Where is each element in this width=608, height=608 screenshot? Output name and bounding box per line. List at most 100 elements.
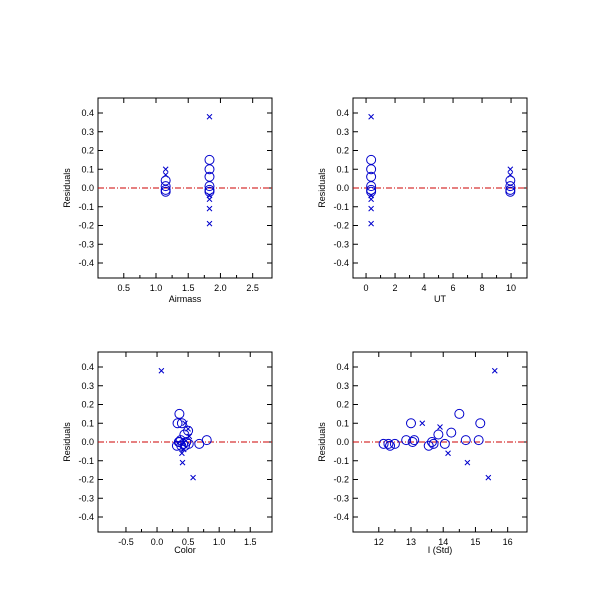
- y-tick-label: 0.3: [81, 127, 94, 137]
- x-tick-label: 0.0: [151, 537, 164, 547]
- data-point-circle: [409, 435, 420, 446]
- y-tick-label: -0.1: [333, 202, 349, 212]
- y-tick-label: 0.3: [336, 127, 349, 137]
- data-point-circle: [179, 429, 190, 440]
- data-point-circle: [428, 438, 439, 449]
- data-point-circle: [475, 418, 486, 429]
- y-tick-label: 0.1: [81, 418, 94, 428]
- data-point-circle: [204, 186, 215, 197]
- data-point-cross: [206, 205, 213, 212]
- data-point-cross: [162, 172, 169, 178]
- data-point-circle: [383, 438, 394, 449]
- data-point-cross: [437, 424, 443, 430]
- plot-panel-istd: 12 13 14 15 16 -0.4 -0.3 -0.2 -0.1 0.0 0.1 0.2 0.3 0.…: [317, 351, 528, 555]
- data-point-cross: [179, 459, 186, 466]
- x-axis-label: Color: [174, 545, 196, 555]
- y-tick-label: -0.3: [333, 493, 349, 503]
- data-point-circle: [366, 186, 377, 197]
- data-point-circle: [204, 181, 215, 192]
- y-tick-label: -0.4: [78, 512, 94, 522]
- x-tick-label: 0.5: [118, 283, 131, 293]
- data-point-cross: [190, 474, 196, 481]
- y-axis-label: Residuals: [317, 422, 327, 462]
- y-tick-label: -0.4: [333, 258, 349, 268]
- y-tick-label: -0.2: [78, 475, 94, 485]
- x-tick-label: 1.0: [150, 283, 163, 293]
- plot-panel-airmass: 0.5 1.0 1.5 2.0 2.5 -0.4 -0.3 -0.2 -0.1 0.0 0.1 0.2…: [62, 97, 273, 304]
- y-tick-label: -0.1: [78, 202, 94, 212]
- data-point-circle: [423, 440, 434, 451]
- y-tick-label: -0.2: [333, 475, 349, 485]
- data-point-circle: [389, 438, 400, 449]
- data-point-circle: [366, 181, 377, 192]
- x-tick-label: 2.5: [246, 283, 259, 293]
- y-tick-label: 0.4: [336, 108, 349, 118]
- data-point-circle: [176, 418, 187, 429]
- data-point-cross: [491, 367, 498, 374]
- y-axis-label: Residuals: [62, 168, 72, 208]
- data-point-cross: [206, 220, 213, 227]
- y-axis-label: Residuals: [62, 422, 72, 462]
- x-tick-label: 0: [364, 283, 369, 293]
- data-point-circle: [460, 435, 471, 446]
- x-tick-label: 10: [506, 283, 516, 293]
- x-tick-label: 8: [480, 283, 485, 293]
- x-tick-label: 13: [406, 537, 416, 547]
- y-tick-label: -0.4: [333, 512, 349, 522]
- data-point-circle: [174, 408, 185, 419]
- y-tick-label: 0.3: [81, 381, 94, 391]
- y-tick-label: -0.2: [333, 221, 349, 231]
- y-tick-label: -0.3: [333, 239, 349, 249]
- x-axis-label: Airmass: [169, 294, 202, 304]
- data-point-circle: [426, 437, 437, 447]
- y-tick-label: 0.2: [336, 146, 349, 156]
- data-point-circle: [473, 435, 484, 446]
- data-point-cross: [485, 474, 492, 481]
- y-tick-label: -0.3: [78, 239, 94, 249]
- data-point-cross: [419, 420, 426, 427]
- data-point-circle: [406, 418, 416, 429]
- y-tick-label: 0.0: [336, 437, 349, 447]
- data-point-circle: [446, 427, 457, 438]
- y-tick-label: 0.2: [81, 400, 94, 410]
- data-point-cross: [162, 166, 169, 173]
- y-tick-label: 0.1: [81, 164, 94, 174]
- data-point-cross: [445, 450, 451, 457]
- data-point-circle: [401, 435, 412, 446]
- data-point-cross: [368, 220, 374, 227]
- data-point-cross: [368, 113, 374, 120]
- data-point-circle: [160, 181, 171, 192]
- data-point-circle: [433, 429, 444, 440]
- data-point-circle: [454, 408, 465, 419]
- y-tick-label: 0.3: [336, 381, 349, 391]
- x-tick-label: 12: [374, 537, 384, 547]
- y-tick-label: -0.2: [78, 221, 94, 231]
- y-tick-label: 0.2: [81, 146, 94, 156]
- data-point-cross: [464, 459, 471, 466]
- data-point-cross: [179, 450, 185, 457]
- data-point-cross: [182, 420, 188, 427]
- x-tick-label: 2.0: [214, 283, 227, 293]
- data-point-cross: [206, 113, 213, 120]
- data-point-cross: [206, 196, 213, 203]
- x-tick-label: 1.5: [182, 283, 195, 293]
- y-tick-label: 0.4: [336, 362, 349, 372]
- data-point-circle: [204, 154, 215, 165]
- data-point-cross: [158, 367, 165, 374]
- y-tick-label: 0.4: [81, 108, 94, 118]
- data-point-cross: [368, 196, 374, 203]
- plot-panel-ut: 0 2 4 6 8 10 -0.4 -0.3 -0.2 -0.1 0.0 0.1 0.2 0.3 0.4 UT…: [317, 97, 528, 304]
- data-point-cross: [180, 446, 187, 453]
- plot-panel-color: -0.5 0.0 0.5 1.0 1.5 -0.4 -0.3 -0.2 -0.1 0.0 0.1 0.…: [62, 351, 273, 555]
- data-point-cross: [185, 426, 191, 432]
- x-tick-label: 4: [422, 283, 427, 293]
- data-point-circle: [407, 437, 418, 447]
- x-tick-label: 1.5: [244, 537, 257, 547]
- y-tick-label: -0.1: [333, 456, 349, 466]
- data-point-cross: [368, 205, 374, 212]
- data-point-circle: [160, 186, 171, 197]
- data-point-circle: [439, 438, 450, 449]
- x-tick-label: 1.0: [213, 537, 226, 547]
- data-point-circle: [172, 418, 183, 429]
